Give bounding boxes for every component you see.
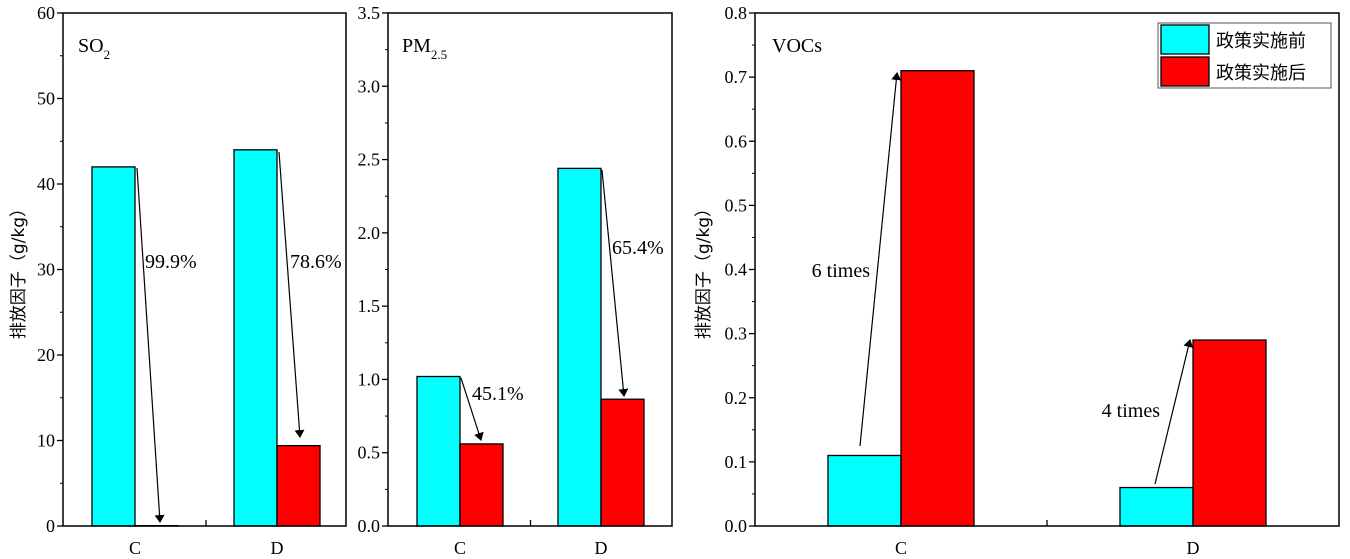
legend-label: 政策实施后 [1216,63,1306,84]
panel-title: VOCs [772,35,822,57]
y-tick-label: 3.5 [358,3,381,23]
y-tick-label: 50 [37,89,55,109]
annotation-label: 4 times [1102,400,1161,422]
bar-D-after [1192,339,1267,527]
y-tick-label: 0.3 [725,324,748,344]
panel-title: SO2 [78,35,110,62]
y-tick-label: 0.1 [725,452,748,472]
bar-D-before [557,167,602,527]
y-tick-label: 0 [46,516,55,536]
annotation-label: 6 times [812,260,871,282]
y-tick-label: 0.0 [725,516,748,536]
x-tick-label: C [129,538,141,558]
annotation-label: 65.4% [612,237,664,259]
annotation-label: 99.9% [145,251,197,273]
y-tick-label: 40 [37,174,55,194]
bar-D-after [600,398,645,527]
y-tick-label: 0.8 [725,3,748,23]
y-axis-label: 排放因子（g/kg） [9,200,29,339]
annotation-arrow [601,169,629,397]
y-tick-label: 30 [37,260,55,280]
annotation-arrow [136,167,165,523]
y-tick-label: 60 [37,3,55,23]
chart-panel-2: C D 0.0 0.5 1.0 1.5 2.0 2.5 3.0 3.5 PM2.5 45.1% 65.4… [358,3,673,558]
annotation-arrow [1154,339,1194,485]
y-tick-label: 2.5 [358,150,381,170]
chart-panel-1: C D 0 10 20 30 40 50 60 SO2 排放因子（g/kg） 99.9% 78.6% [9,3,347,558]
annotation-label: 45.1% [472,383,524,405]
y-tick-label: 20 [37,345,55,365]
x-tick-label: D [595,538,608,558]
annotation-arrow [460,377,484,441]
annotation-label: 78.6% [290,251,342,273]
legend-swatch [1160,56,1210,87]
x-tick-label: C [895,538,907,558]
x-tick-label: D [1187,538,1200,558]
y-tick-label: 2.0 [358,223,381,243]
y-tick-label: 0.0 [358,516,381,536]
bar-C-after [900,70,975,527]
bar-C-before [416,375,461,527]
chart-panel-3: C D 0.0 0.1 0.2 0.3 0.4 0.5 0.6 0.7 0.8 VOCs 排放因子（g/… [694,3,1340,558]
y-axis-label: 排放因子（g/kg） [694,200,714,339]
y-tick-label: 1.5 [358,296,381,316]
y-tick-label: 0.4 [725,260,748,280]
legend-swatch [1160,24,1210,55]
y-tick-label: 10 [37,431,55,451]
annotation-arrow [278,151,305,438]
bar-C-before [91,166,136,527]
y-tick-label: 0.6 [725,131,748,151]
bar-C-after [459,443,504,527]
y-tick-label: 0.7 [725,67,748,87]
annotation-arrow [859,72,902,447]
y-tick-label: 3.0 [358,76,381,96]
bar-D-before [1119,486,1194,527]
y-tick-label: 1.0 [358,369,381,389]
panel-title: PM2.5 [402,35,447,62]
bar-C-before [827,454,902,527]
bar-D-after [276,444,321,527]
y-tick-label: 0.5 [358,443,381,463]
x-tick-label: D [271,538,284,558]
y-tick-label: 0.2 [725,388,748,408]
bar-D-before [233,149,278,527]
legend-label: 政策实施前 [1216,31,1306,52]
x-tick-label: C [454,538,466,558]
y-tick-label: 0.5 [725,195,748,215]
